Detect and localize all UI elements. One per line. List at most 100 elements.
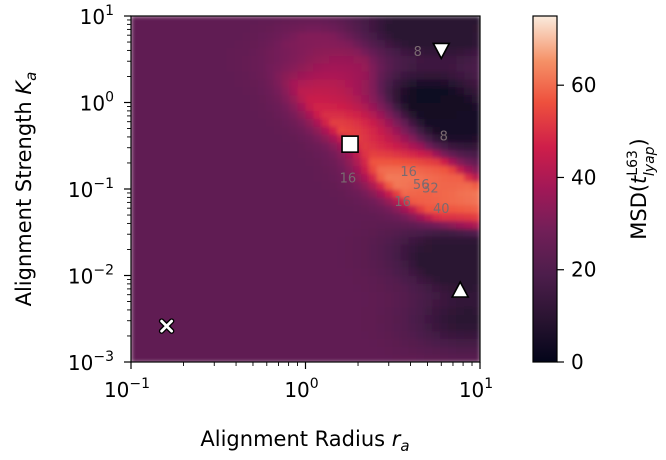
heatmap-cell bbox=[400, 354, 410, 362]
heatmap-cell bbox=[273, 244, 283, 253]
heatmap-cell bbox=[273, 126, 283, 135]
heatmap-cell bbox=[138, 275, 148, 284]
heatmap-cell bbox=[321, 118, 330, 127]
heatmap-cell bbox=[472, 228, 480, 237]
heatmap-cell bbox=[337, 228, 346, 237]
heatmap-cell bbox=[186, 354, 196, 362]
heatmap-cell bbox=[273, 267, 283, 277]
heatmap-cell bbox=[297, 47, 307, 56]
heatmap-cell bbox=[297, 189, 307, 198]
heatmap-cell bbox=[424, 55, 434, 64]
heatmap-cell bbox=[408, 173, 418, 182]
heatmap-cell bbox=[186, 220, 196, 229]
heatmap-cell bbox=[313, 299, 322, 308]
heatmap-cell bbox=[400, 31, 410, 41]
heatmap-cell bbox=[321, 346, 330, 355]
heatmap-cell bbox=[337, 275, 346, 284]
heatmap-cell bbox=[297, 330, 307, 340]
heatmap-cell bbox=[297, 283, 307, 292]
heatmap-cell bbox=[400, 244, 410, 253]
heatmap-cell bbox=[242, 173, 251, 182]
heatmap-cell bbox=[131, 181, 140, 190]
heatmap-cell bbox=[186, 86, 196, 96]
heatmap-cell bbox=[416, 141, 426, 151]
heatmap-cell bbox=[353, 346, 362, 355]
heatmap-cell bbox=[138, 71, 148, 80]
heatmap-cell bbox=[218, 173, 227, 182]
heatmap-cell bbox=[464, 275, 473, 284]
heatmap-cell bbox=[448, 94, 457, 104]
heatmap-cell bbox=[456, 149, 465, 159]
heatmap-cell bbox=[146, 118, 156, 127]
heatmap-cell bbox=[440, 86, 449, 96]
contour-label: 8 bbox=[440, 129, 448, 144]
heatmap-cell bbox=[424, 236, 434, 245]
heatmap-cell bbox=[257, 165, 267, 174]
heatmap-cell bbox=[384, 141, 394, 151]
heatmap-cell bbox=[448, 204, 457, 214]
heatmap-cell bbox=[321, 39, 330, 49]
heatmap-cell bbox=[416, 189, 426, 198]
heatmap-cell bbox=[376, 196, 386, 206]
heatmap-cell bbox=[448, 47, 457, 56]
heatmap-cell bbox=[337, 86, 346, 96]
heatmap-cell bbox=[305, 55, 315, 64]
heatmap-cell bbox=[440, 102, 449, 111]
x-tick-label: 100 bbox=[284, 376, 318, 402]
heatmap-cell bbox=[194, 299, 203, 308]
heatmap-cell bbox=[361, 16, 370, 25]
heatmap-cell bbox=[297, 63, 307, 72]
heatmap-cell bbox=[448, 126, 457, 135]
heatmap-cell bbox=[456, 212, 465, 222]
heatmap-cell bbox=[273, 259, 283, 269]
heatmap-cell bbox=[146, 204, 156, 214]
heatmap-cell bbox=[472, 306, 480, 316]
heatmap-cell bbox=[424, 338, 434, 347]
heatmap-cell bbox=[345, 31, 354, 41]
heatmap-cell bbox=[456, 173, 465, 182]
heatmap-cell bbox=[257, 133, 267, 143]
heatmap-cell bbox=[281, 220, 291, 229]
heatmap-cell bbox=[337, 189, 346, 198]
heatmap-cell bbox=[368, 346, 378, 355]
heatmap-cell bbox=[186, 165, 196, 174]
heatmap-cell bbox=[146, 291, 156, 300]
heatmap-cell bbox=[281, 267, 291, 277]
heatmap-cell bbox=[361, 31, 370, 41]
heatmap-cell bbox=[448, 71, 457, 80]
heatmap-cell bbox=[202, 220, 211, 229]
heatmap-cell bbox=[257, 275, 267, 284]
heatmap-cell bbox=[257, 181, 267, 190]
heatmap-cell bbox=[138, 181, 148, 190]
heatmap-cell bbox=[186, 23, 196, 33]
heatmap-cell bbox=[384, 86, 394, 96]
heatmap-cell bbox=[265, 338, 275, 347]
heatmap-cell bbox=[337, 31, 346, 41]
heatmap-cell bbox=[472, 322, 480, 332]
heatmap-cell bbox=[138, 330, 148, 340]
heatmap-cell bbox=[249, 244, 259, 253]
heatmap-cell bbox=[376, 338, 386, 347]
heatmap-cell bbox=[218, 63, 227, 72]
heatmap-cell bbox=[297, 244, 307, 253]
heatmap-cell bbox=[456, 220, 465, 229]
heatmap-cell bbox=[353, 23, 362, 33]
heatmap-cell bbox=[305, 330, 315, 340]
heatmap-cell bbox=[226, 63, 235, 72]
heatmap-cell bbox=[265, 173, 275, 182]
heatmap-cell bbox=[313, 181, 322, 190]
heatmap-cell bbox=[408, 16, 418, 25]
heatmap-cell bbox=[170, 102, 180, 111]
heatmap-cell bbox=[337, 338, 346, 347]
heatmap-cell bbox=[281, 196, 291, 206]
heatmap-cell bbox=[249, 141, 259, 151]
heatmap-cell bbox=[138, 204, 148, 214]
heatmap-cell bbox=[305, 299, 315, 308]
heatmap-cell bbox=[154, 330, 164, 340]
heatmap-cell bbox=[289, 165, 299, 174]
heatmap-cell bbox=[384, 204, 394, 214]
heatmap-cell bbox=[154, 47, 164, 56]
heatmap-cell bbox=[202, 39, 211, 49]
heatmap-cell bbox=[400, 283, 410, 292]
colorbar-label: MSD(tL63lyap) bbox=[625, 138, 658, 240]
